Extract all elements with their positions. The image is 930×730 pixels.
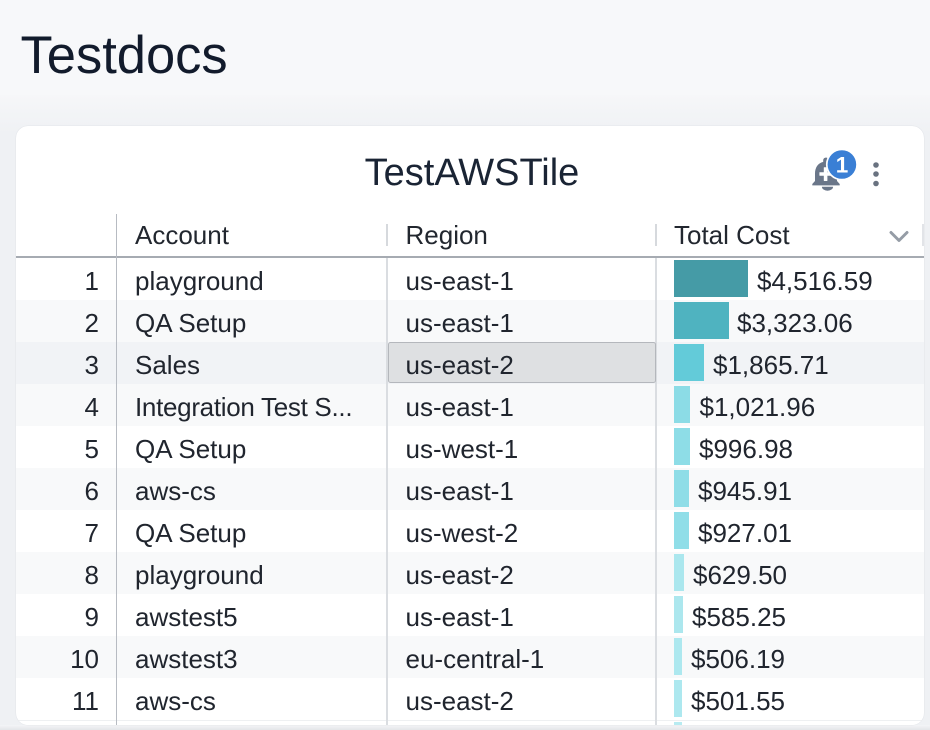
svg-text:1: 1 xyxy=(836,153,849,178)
